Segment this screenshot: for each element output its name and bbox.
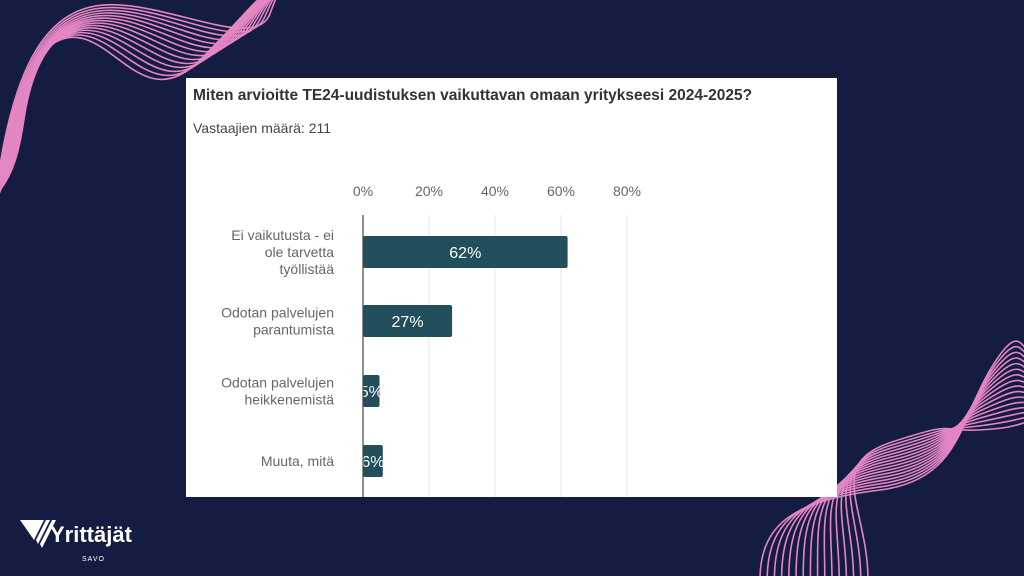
bar	[363, 305, 453, 337]
contour-line	[780, 357, 1024, 576]
contour-line	[829, 396, 1024, 576]
contour-line	[0, 0, 274, 176]
logo-text: Yrittäjät	[50, 522, 132, 547]
bar	[363, 445, 383, 477]
logo-mark-icon	[20, 520, 56, 548]
contour-line	[853, 422, 1024, 576]
category-label: Odotan palvelujen	[221, 305, 334, 321]
category-label: Ei vaikutusta - ei	[231, 227, 334, 243]
chart-title: Miten arvioitte TE24-uudistuksen vaikutt…	[193, 87, 753, 104]
contour-line	[0, 0, 270, 183]
yrittajat-logo: Yrittäjät SAVO	[20, 518, 160, 568]
contour-line	[766, 346, 1024, 576]
contour-line	[0, 0, 264, 193]
chart-panel: Miten arvioitte TE24-uudistuksen vaikutt…	[186, 78, 837, 497]
category-label: ole tarvetta	[265, 244, 334, 260]
contour-line	[788, 362, 1024, 576]
contour-line	[809, 379, 1024, 576]
contour-line	[835, 401, 1024, 576]
x-tick-label: 80%	[613, 183, 641, 199]
bar	[363, 236, 568, 268]
x-tick-label: 20%	[415, 183, 443, 199]
category-label: työllistää	[280, 261, 335, 277]
category-label: Muuta, mitä	[261, 453, 334, 469]
logo-subtext: SAVO	[82, 556, 105, 563]
category-label: heikkenemistä	[245, 392, 335, 408]
contour-line	[845, 411, 1024, 576]
contour-line	[849, 416, 1024, 576]
contour-line	[0, 0, 277, 171]
contour-line	[773, 351, 1024, 576]
contour-line	[0, 0, 267, 189]
x-tick-label: 40%	[481, 183, 509, 199]
contour-line	[0, 0, 263, 194]
contour-line	[840, 406, 1024, 576]
contour-line	[816, 385, 1024, 576]
x-tick-label: 60%	[547, 183, 575, 199]
respondent-count: Vastaajien määrä: 211	[193, 120, 332, 136]
contour-line	[0, 0, 266, 191]
x-tick-label: 0%	[353, 183, 373, 199]
category-label: Odotan palvelujen	[221, 375, 334, 391]
bar-value-label: 62%	[449, 245, 481, 262]
category-label: parantumista	[253, 322, 334, 338]
contour-line	[0, 0, 262, 194]
contour-line	[823, 390, 1024, 576]
contour-line	[795, 368, 1024, 576]
contour-line	[0, 0, 269, 186]
bar-value-label: 6%	[361, 454, 384, 471]
contour-line	[759, 340, 1024, 576]
contour-line	[0, 0, 272, 180]
bar-value-label: 5%	[360, 384, 383, 401]
bar	[363, 375, 380, 407]
contour-line	[802, 374, 1024, 576]
contour-line	[0, 0, 265, 192]
bar-value-label: 27%	[392, 314, 424, 331]
